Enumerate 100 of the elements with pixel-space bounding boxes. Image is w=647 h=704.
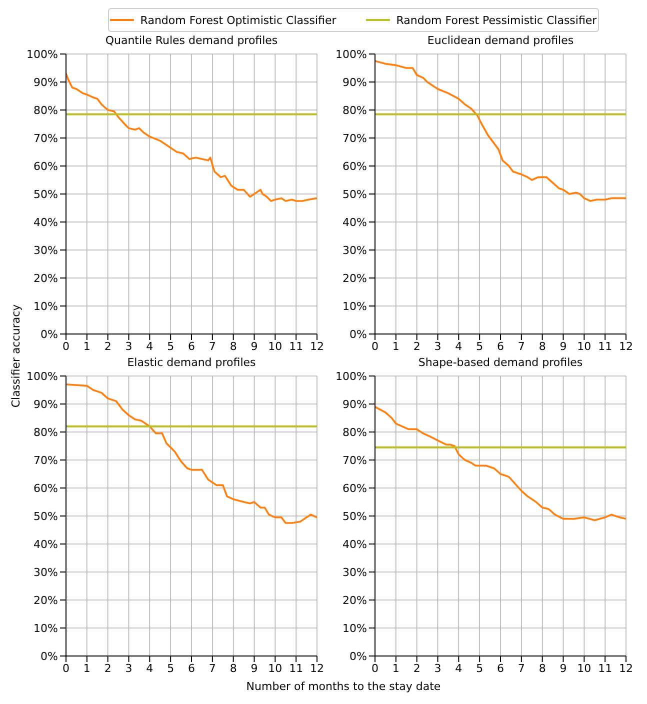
x-tick-label: 4 — [146, 340, 154, 353]
x-tick-label: 9 — [250, 340, 258, 353]
line-series — [375, 406, 626, 522]
y-tick-label: 0% — [350, 328, 367, 341]
x-tick-label: 12 — [619, 340, 633, 353]
x-tick-label: 3 — [125, 340, 132, 353]
x-tick-label: 8 — [230, 662, 237, 675]
x-tick-label: 0 — [372, 662, 378, 675]
x-tick-label: 1 — [392, 340, 400, 353]
y-tick-label: 60% — [342, 160, 367, 173]
x-tick-label: 12 — [310, 662, 324, 675]
x-tick-label: 5 — [476, 662, 484, 675]
x-tick-label: 5 — [167, 340, 174, 353]
y-tick-label: 0% — [40, 328, 58, 341]
line-series — [66, 384, 317, 524]
y-tick-label: 90% — [342, 398, 367, 411]
x-tick-label: 12 — [619, 662, 633, 675]
x-tick-label: 2 — [104, 340, 112, 353]
y-tick-label: 80% — [342, 104, 367, 117]
y-tick-label: 0% — [350, 650, 367, 663]
y-tick-label: 50% — [342, 188, 367, 201]
y-tick-label: 60% — [34, 160, 58, 173]
x-tick-label: 2 — [104, 662, 112, 675]
x-tick-label: 5 — [167, 662, 174, 675]
chart-title: Elastic demand profiles — [127, 356, 256, 369]
x-tick-label: 8 — [538, 662, 546, 675]
y-tick-label: 20% — [34, 594, 58, 607]
y-tick-label: 20% — [342, 272, 367, 285]
x-tick-label: 3 — [434, 662, 442, 675]
x-tick-label: 9 — [560, 662, 567, 675]
y-tick-label: 60% — [342, 482, 367, 495]
y-tick-label: 90% — [342, 76, 367, 89]
y-tick-label: 80% — [34, 104, 58, 117]
x-tick-label: 10 — [577, 662, 592, 675]
x-tick-label: 8 — [230, 340, 237, 353]
y-tick-label: 40% — [34, 538, 58, 551]
y-tick-label: 0% — [40, 650, 58, 663]
y-tick-label: 50% — [34, 188, 58, 201]
x-axis-title: Number of months to the stay date — [245, 680, 442, 693]
y-tick-label: 90% — [34, 398, 58, 411]
x-tick-label: 4 — [455, 662, 462, 675]
x-tick-label: 2 — [413, 340, 420, 353]
y-tick-label: 50% — [342, 510, 367, 523]
y-tick-label: 50% — [34, 510, 58, 523]
y-tick-label: 20% — [34, 272, 58, 285]
x-tick-label: 7 — [518, 662, 525, 675]
x-tick-label: 10 — [268, 340, 282, 353]
x-tick-label: 0 — [372, 340, 378, 353]
y-tick-label: 40% — [342, 216, 367, 229]
x-tick-label: 6 — [497, 340, 504, 353]
y-tick-label: 30% — [342, 566, 367, 579]
y-tick-label: 70% — [342, 132, 367, 145]
x-tick-label: 5 — [476, 340, 484, 353]
chart-title: Euclidean demand profiles — [427, 34, 574, 47]
x-tick-label: 6 — [497, 662, 504, 675]
x-tick-label: 0 — [62, 340, 70, 353]
y-tick-label: 30% — [34, 566, 58, 579]
x-tick-label: 8 — [538, 340, 546, 353]
x-tick-label: 11 — [289, 340, 304, 353]
y-tick-label: 30% — [342, 244, 367, 257]
x-tick-label: 6 — [188, 340, 195, 353]
y-tick-label: 70% — [342, 454, 367, 467]
x-tick-label: 7 — [208, 662, 216, 675]
y-tick-label: 10% — [342, 300, 367, 313]
y-tick-label: 70% — [34, 454, 58, 467]
x-tick-label: 9 — [560, 340, 567, 353]
x-tick-label: 1 — [392, 662, 400, 675]
x-tick-label: 11 — [598, 662, 612, 675]
x-tick-label: 11 — [289, 662, 304, 675]
x-tick-label: 7 — [518, 340, 525, 353]
x-tick-label: 0 — [62, 662, 70, 675]
y-tick-label: 90% — [34, 76, 58, 89]
y-axis-title: Classifier accuracy — [10, 304, 22, 408]
y-tick-label: 40% — [34, 216, 58, 229]
chart-title: Quantile Rules demand profiles — [105, 34, 278, 47]
y-tick-label: 80% — [342, 426, 367, 439]
y-tick-label: 60% — [34, 482, 58, 495]
chart-title: Shape-based demand profiles — [418, 356, 583, 369]
x-tick-label: 4 — [455, 340, 462, 353]
y-tick-label: 70% — [34, 132, 58, 145]
y-tick-label: 40% — [342, 538, 367, 551]
line-series — [66, 72, 317, 202]
y-tick-label: 10% — [342, 622, 367, 635]
x-tick-label: 11 — [598, 340, 612, 353]
y-tick-label: 30% — [34, 244, 58, 257]
x-tick-label: 6 — [188, 662, 195, 675]
x-tick-label: 10 — [577, 340, 592, 353]
legend-label: Random Forest Optimistic Classifier — [140, 14, 336, 26]
x-tick-label: 7 — [208, 340, 216, 353]
x-tick-label: 2 — [413, 662, 420, 675]
legend-label: Random Forest Pessimistic Classifier — [396, 14, 597, 26]
x-tick-label: 1 — [83, 662, 90, 675]
y-tick-label: 100% — [26, 48, 58, 61]
y-tick-label: 80% — [34, 426, 58, 439]
line-series — [375, 60, 626, 202]
x-tick-label: 1 — [83, 340, 90, 353]
y-tick-label: 10% — [34, 300, 58, 313]
y-tick-label: 10% — [34, 622, 58, 635]
x-tick-label: 12 — [310, 340, 324, 353]
y-tick-label: 20% — [342, 594, 367, 607]
